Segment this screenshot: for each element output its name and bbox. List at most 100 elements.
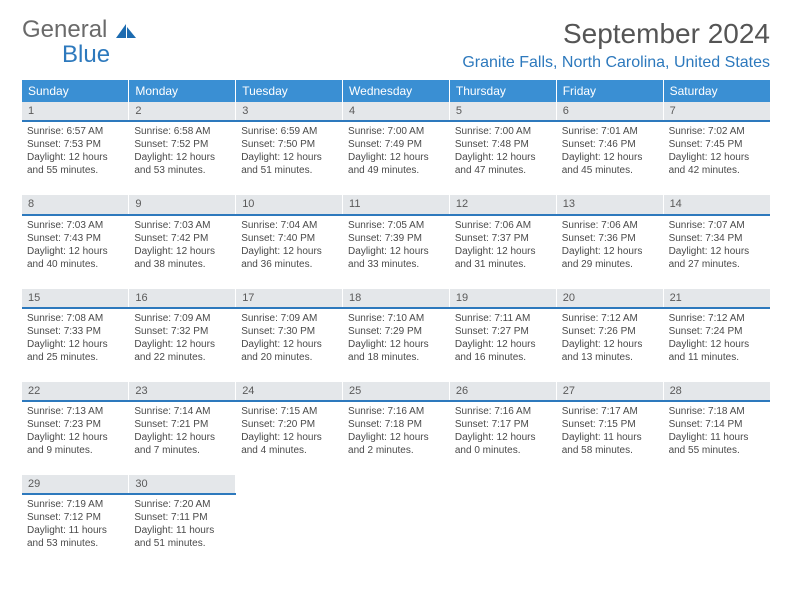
daylight-text: Daylight: 12 hours <box>134 245 230 258</box>
weekday-header: Thursday <box>449 80 556 102</box>
sunrise-text: Sunrise: 7:06 AM <box>562 219 658 232</box>
daylight-text: and 11 minutes. <box>669 351 765 364</box>
sunrise-text: Sunrise: 7:01 AM <box>562 125 658 138</box>
weekday-header: Friday <box>556 80 663 102</box>
sunrise-text: Sunrise: 7:03 AM <box>27 219 123 232</box>
day-cell <box>449 494 556 568</box>
day-cell: Sunrise: 7:00 AMSunset: 7:48 PMDaylight:… <box>449 121 556 195</box>
day-cell: Sunrise: 7:13 AMSunset: 7:23 PMDaylight:… <box>22 401 129 475</box>
logo: General Blue <box>22 18 138 67</box>
sunrise-text: Sunrise: 7:08 AM <box>27 312 123 325</box>
day-cell: Sunrise: 7:14 AMSunset: 7:21 PMDaylight:… <box>129 401 236 475</box>
daylight-text: Daylight: 12 hours <box>27 338 123 351</box>
daylight-text: Daylight: 12 hours <box>134 151 230 164</box>
sunset-text: Sunset: 7:42 PM <box>134 232 230 245</box>
daylight-text: Daylight: 12 hours <box>669 245 765 258</box>
daylight-text: Daylight: 12 hours <box>348 431 444 444</box>
sunrise-text: Sunrise: 7:11 AM <box>455 312 551 325</box>
day-cell: Sunrise: 7:03 AMSunset: 7:43 PMDaylight:… <box>22 215 129 289</box>
day-number: 22 <box>22 382 129 401</box>
sunrise-text: Sunrise: 7:00 AM <box>455 125 551 138</box>
day-cell: Sunrise: 7:12 AMSunset: 7:26 PMDaylight:… <box>556 308 663 382</box>
sunrise-text: Sunrise: 7:17 AM <box>562 405 658 418</box>
day-number: 19 <box>449 289 556 308</box>
day-cell: Sunrise: 7:08 AMSunset: 7:33 PMDaylight:… <box>22 308 129 382</box>
daylight-text: Daylight: 12 hours <box>348 338 444 351</box>
day-cell: Sunrise: 7:09 AMSunset: 7:30 PMDaylight:… <box>236 308 343 382</box>
daylight-text: Daylight: 12 hours <box>241 431 337 444</box>
day-number: 6 <box>556 102 663 121</box>
sunrise-text: Sunrise: 7:20 AM <box>134 498 230 511</box>
daylight-text: and 18 minutes. <box>348 351 444 364</box>
day-number: 21 <box>663 289 770 308</box>
daylight-text: Daylight: 12 hours <box>562 245 658 258</box>
daylight-text: and 38 minutes. <box>134 258 230 271</box>
sunrise-text: Sunrise: 7:09 AM <box>241 312 337 325</box>
sunrise-text: Sunrise: 7:07 AM <box>669 219 765 232</box>
sunset-text: Sunset: 7:53 PM <box>27 138 123 151</box>
day-number: 17 <box>236 289 343 308</box>
daylight-text: Daylight: 12 hours <box>455 151 551 164</box>
daylight-text: Daylight: 12 hours <box>669 151 765 164</box>
daylight-text: and 40 minutes. <box>27 258 123 271</box>
day-number <box>343 475 450 494</box>
day-cell: Sunrise: 7:16 AMSunset: 7:18 PMDaylight:… <box>343 401 450 475</box>
day-cell: Sunrise: 7:12 AMSunset: 7:24 PMDaylight:… <box>663 308 770 382</box>
day-cell: Sunrise: 7:18 AMSunset: 7:14 PMDaylight:… <box>663 401 770 475</box>
daylight-text: Daylight: 12 hours <box>27 431 123 444</box>
day-cell: Sunrise: 6:59 AMSunset: 7:50 PMDaylight:… <box>236 121 343 195</box>
day-number: 24 <box>236 382 343 401</box>
logo-sail-icon <box>116 21 138 45</box>
day-cell: Sunrise: 7:11 AMSunset: 7:27 PMDaylight:… <box>449 308 556 382</box>
sunset-text: Sunset: 7:46 PM <box>562 138 658 151</box>
sunrise-text: Sunrise: 7:12 AM <box>562 312 658 325</box>
day-number: 7 <box>663 102 770 121</box>
sunrise-text: Sunrise: 6:58 AM <box>134 125 230 138</box>
logo-line2: Blue <box>62 43 138 67</box>
daylight-text: and 31 minutes. <box>455 258 551 271</box>
daylight-text: Daylight: 12 hours <box>241 245 337 258</box>
content-row: Sunrise: 6:57 AMSunset: 7:53 PMDaylight:… <box>22 121 770 195</box>
weekday-header: Wednesday <box>343 80 450 102</box>
daylight-text: Daylight: 12 hours <box>455 245 551 258</box>
daylight-text: and 55 minutes. <box>27 164 123 177</box>
sunset-text: Sunset: 7:11 PM <box>134 511 230 524</box>
daylight-text: and 27 minutes. <box>669 258 765 271</box>
sunset-text: Sunset: 7:20 PM <box>241 418 337 431</box>
sunset-text: Sunset: 7:15 PM <box>562 418 658 431</box>
day-number: 29 <box>22 475 129 494</box>
daynum-row: 1234567 <box>22 102 770 121</box>
day-cell: Sunrise: 7:17 AMSunset: 7:15 PMDaylight:… <box>556 401 663 475</box>
day-cell: Sunrise: 7:04 AMSunset: 7:40 PMDaylight:… <box>236 215 343 289</box>
sunset-text: Sunset: 7:49 PM <box>348 138 444 151</box>
sunset-text: Sunset: 7:30 PM <box>241 325 337 338</box>
sunset-text: Sunset: 7:48 PM <box>455 138 551 151</box>
sunset-text: Sunset: 7:50 PM <box>241 138 337 151</box>
daylight-text: and 47 minutes. <box>455 164 551 177</box>
daylight-text: Daylight: 12 hours <box>562 338 658 351</box>
sunset-text: Sunset: 7:14 PM <box>669 418 765 431</box>
sunset-text: Sunset: 7:36 PM <box>562 232 658 245</box>
daylight-text: Daylight: 11 hours <box>669 431 765 444</box>
day-cell: Sunrise: 7:09 AMSunset: 7:32 PMDaylight:… <box>129 308 236 382</box>
day-number: 9 <box>129 195 236 214</box>
day-number: 27 <box>556 382 663 401</box>
sunrise-text: Sunrise: 7:04 AM <box>241 219 337 232</box>
daynum-row: 22232425262728 <box>22 382 770 401</box>
sunset-text: Sunset: 7:17 PM <box>455 418 551 431</box>
sunset-text: Sunset: 7:52 PM <box>134 138 230 151</box>
day-cell <box>556 494 663 568</box>
sunset-text: Sunset: 7:45 PM <box>669 138 765 151</box>
sunrise-text: Sunrise: 7:16 AM <box>455 405 551 418</box>
daylight-text: Daylight: 12 hours <box>455 338 551 351</box>
day-number: 1 <box>22 102 129 121</box>
daylight-text: and 25 minutes. <box>27 351 123 364</box>
day-cell: Sunrise: 7:15 AMSunset: 7:20 PMDaylight:… <box>236 401 343 475</box>
day-number: 30 <box>129 475 236 494</box>
daylight-text: Daylight: 12 hours <box>27 151 123 164</box>
daylight-text: and 29 minutes. <box>562 258 658 271</box>
daylight-text: Daylight: 12 hours <box>562 151 658 164</box>
sunset-text: Sunset: 7:33 PM <box>27 325 123 338</box>
calendar-table: Sunday Monday Tuesday Wednesday Thursday… <box>22 80 770 568</box>
sunrise-text: Sunrise: 7:16 AM <box>348 405 444 418</box>
